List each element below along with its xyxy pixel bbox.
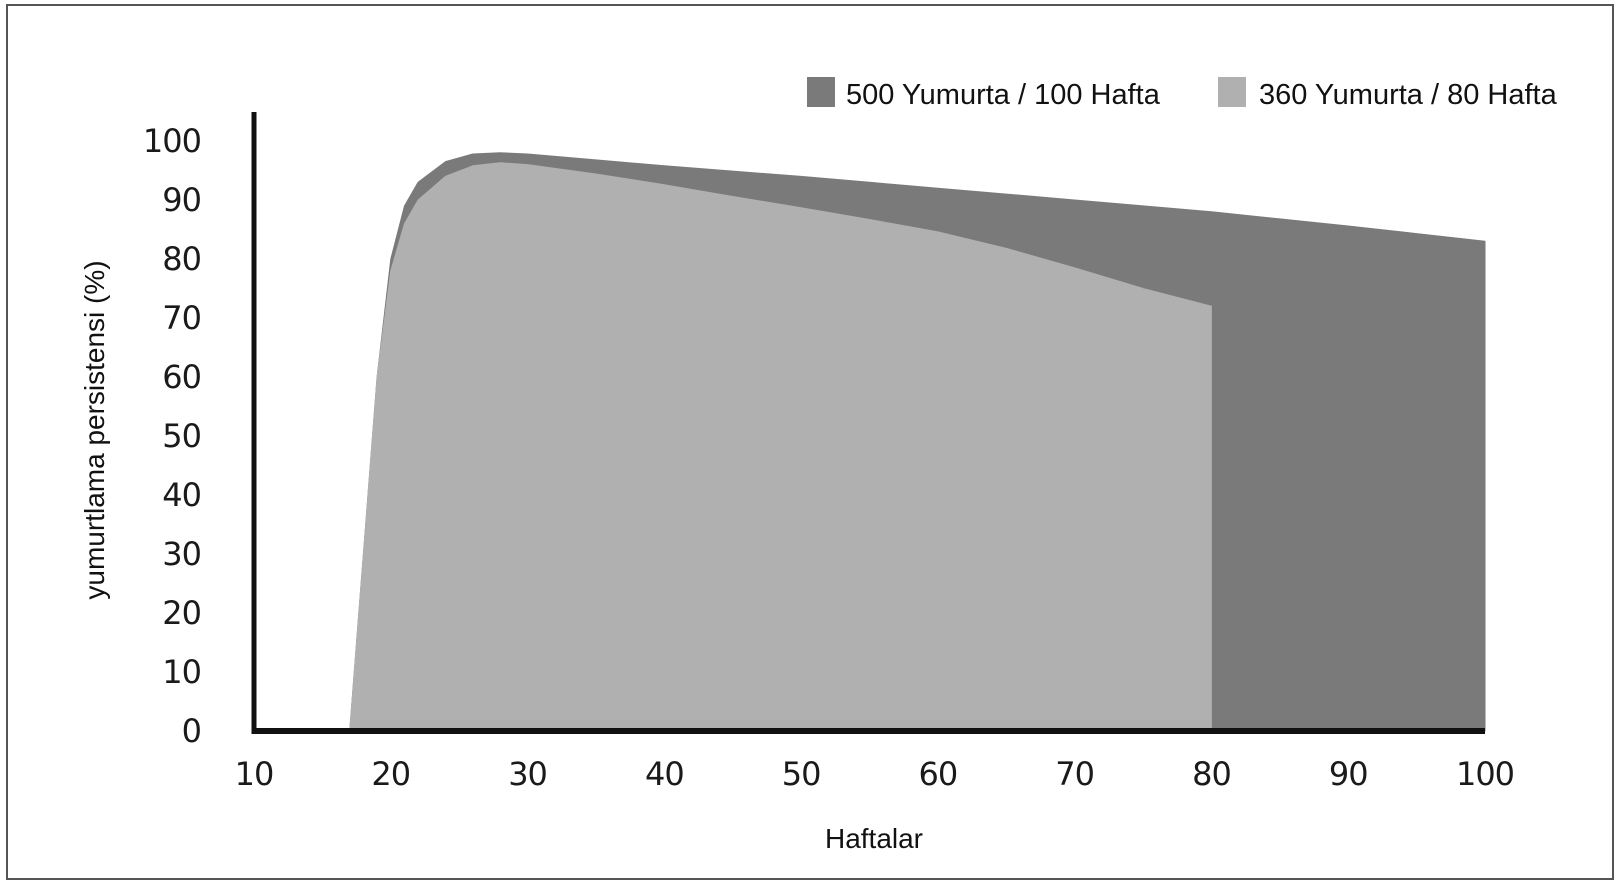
legend-swatch-500-yumurta [807,77,835,107]
y-axis-label: yumurtlama persistensi (%) [79,260,110,599]
y-tick-label: 90 [162,181,201,219]
plot-areas [349,152,1486,732]
x-tick-label: 40 [645,755,684,793]
y-tick-label: 10 [162,653,201,691]
x-tick-label: 100 [1456,755,1514,793]
y-tick-label: 0 [182,712,201,750]
x-axis-label: Haftalar [825,823,923,854]
y-tick-labels: 0 10 20 30 40 50 60 70 80 90 100 [143,122,202,750]
y-tick-label: 70 [162,299,201,337]
x-tick-label: 50 [782,755,821,793]
area-series-1 [349,162,1212,732]
x-tick-label: 70 [1055,755,1094,793]
y-tick-label: 50 [162,417,201,455]
x-tick-label: 30 [508,755,547,793]
y-tick-label: 100 [143,122,201,160]
chart-frame [6,4,1614,880]
legend-swatch-360-yumurta [1218,77,1246,107]
y-tick-label: 80 [162,240,201,278]
x-tick-label: 80 [1192,755,1231,793]
x-tick-label: 10 [235,755,274,793]
x-tick-label: 90 [1329,755,1368,793]
y-tick-label: 20 [162,594,201,632]
x-tick-label: 60 [919,755,958,793]
axes [251,112,1485,734]
y-tick-label: 30 [162,535,201,573]
x-tick-labels: 10 20 30 40 50 60 70 80 90 100 [235,755,1515,793]
x-tick-label: 20 [371,755,410,793]
legend: 500 Yumurta / 100 Hafta 360 Yumurta / 80… [807,77,1558,111]
y-tick-label: 40 [162,476,201,514]
y-tick-label: 60 [162,358,201,396]
legend-label-360-yumurta: 360 Yumurta / 80 Hafta [1259,79,1558,111]
legend-label-500-yumurta: 500 Yumurta / 100 Hafta [846,79,1161,111]
